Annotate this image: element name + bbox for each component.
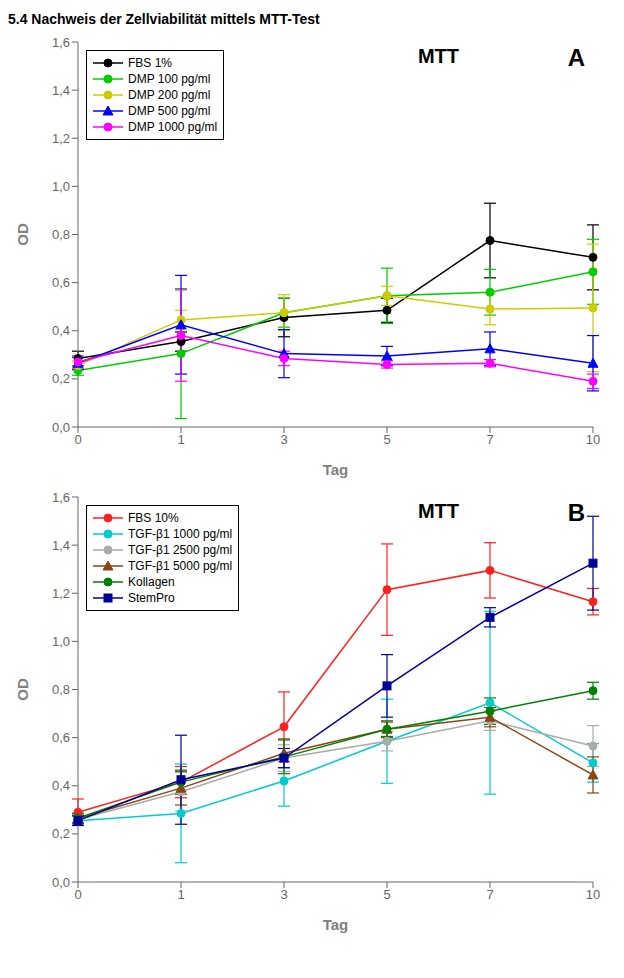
html-text:TGF-β1 2500 pg/ml: TGF-β1 2500 pg/ml [128,543,233,557]
svg-text:10: 10 [586,432,600,447]
svg-text:OD: OD [14,223,31,246]
svg-text:7: 7 [486,432,493,447]
svg-text:3: 3 [280,432,287,447]
svg-text:0,4: 0,4 [52,778,70,793]
svg-text:5: 5 [383,432,390,447]
svg-text:1: 1 [177,887,184,902]
svg-text:0,4: 0,4 [52,323,70,338]
html-text:MTT: MTT [417,500,459,522]
html-text:MTT: MTT [417,45,459,67]
svg-text:10: 10 [586,887,600,902]
svg-text:1,4: 1,4 [52,83,70,98]
svg-text:1,2: 1,2 [52,131,70,146]
html-text:5.4 Nachweis der Zellviabilitä: 5.4 Nachweis der Zellviabilität mittels … [8,11,320,27]
html-text:A: A [567,44,585,71]
svg-text:0,0: 0,0 [52,420,70,435]
svg-text:0: 0 [74,432,81,447]
svg-text:0,2: 0,2 [52,826,70,841]
svg-text:0,2: 0,2 [52,371,70,386]
svg-text:0,6: 0,6 [52,275,70,290]
html-text:FBS 1%: FBS 1% [128,56,172,70]
svg-text:5: 5 [383,887,390,902]
svg-text:1,2: 1,2 [52,586,70,601]
html-text:Kollagen: Kollagen [128,575,175,589]
html-text:TGF-β1 1000 pg/ml: TGF-β1 1000 pg/ml [128,527,233,541]
html-text:DMP 100 pg/ml: DMP 100 pg/ml [128,72,211,86]
svg-text:Tag: Tag [323,461,349,478]
svg-text:1,4: 1,4 [52,538,70,553]
svg-text:1: 1 [177,432,184,447]
svg-text:7: 7 [486,887,493,902]
svg-text:1,6: 1,6 [52,35,70,50]
html-text:DMP 500 pg/ml: DMP 500 pg/ml [128,104,211,118]
html-text:FBS 10%: FBS 10% [128,511,179,525]
html-text:DMP 200 pg/ml: DMP 200 pg/ml [128,88,211,102]
svg-text:0,8: 0,8 [52,682,70,697]
svg-text:OD: OD [14,678,31,701]
html-text:DMP 1000 pg/ml: DMP 1000 pg/ml [128,120,218,134]
html-text:StemPro: StemPro [128,591,175,605]
svg-text:3: 3 [280,887,287,902]
svg-text:Tag: Tag [323,916,349,933]
html-text:B: B [567,499,585,526]
svg-text:0: 0 [74,887,81,902]
svg-text:0,0: 0,0 [52,875,70,890]
svg-text:1,0: 1,0 [52,634,70,649]
svg-text:1,0: 1,0 [52,179,70,194]
html-text:TGF-β1 5000 pg/ml: TGF-β1 5000 pg/ml [128,559,233,573]
svg-text:0,8: 0,8 [52,227,70,242]
svg-text:1,6: 1,6 [52,490,70,505]
svg-text:0,6: 0,6 [52,730,70,745]
